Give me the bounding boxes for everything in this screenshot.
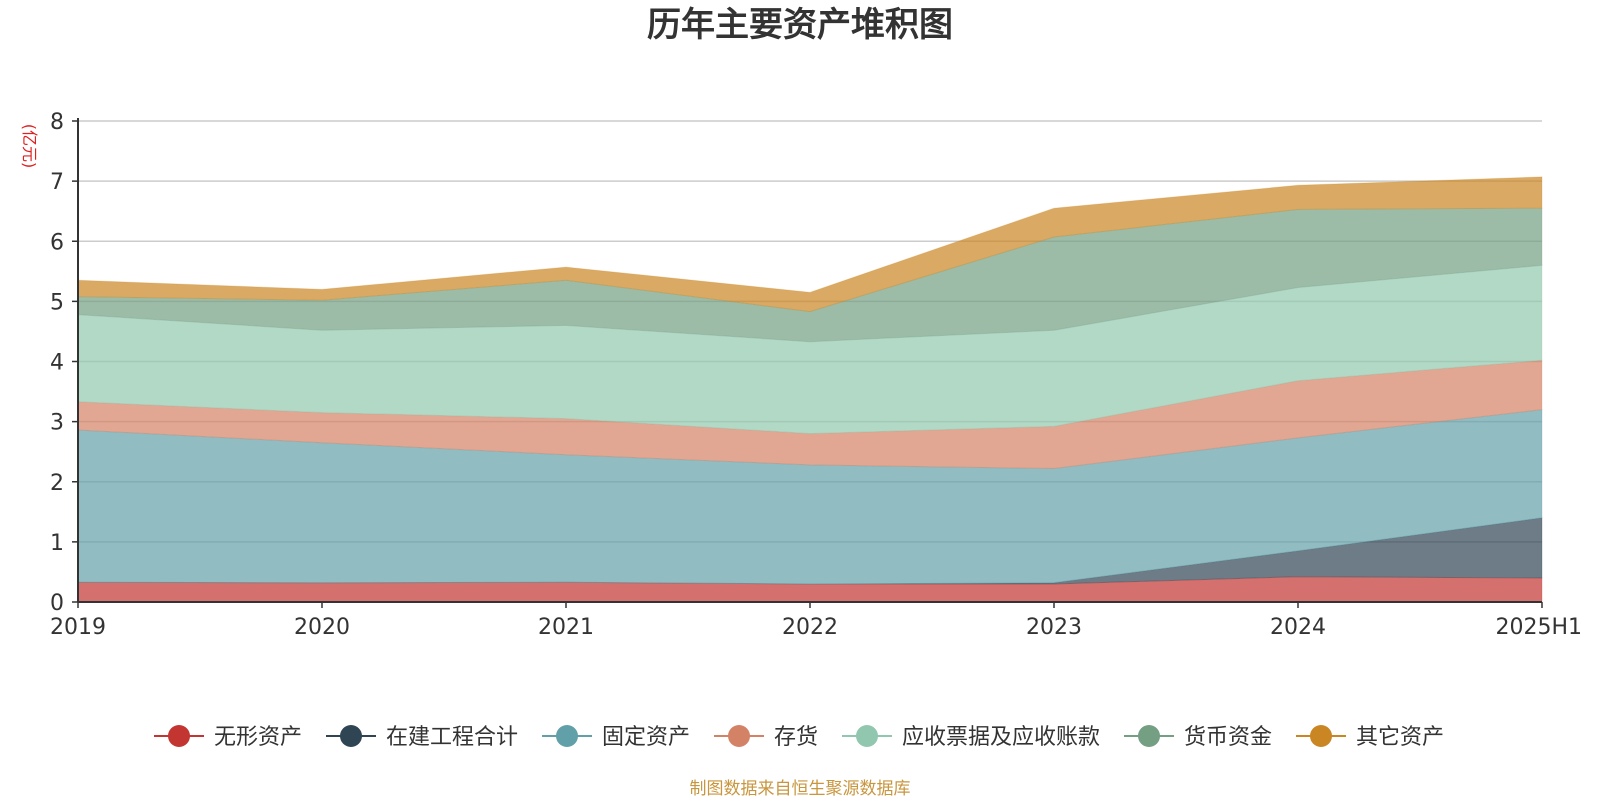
- x-tick-label: 2025H1: [1495, 615, 1582, 640]
- x-tick-label: 2023: [1026, 615, 1082, 640]
- legend-label: 无形资产: [214, 725, 302, 750]
- y-tick-label: 1: [50, 531, 64, 556]
- area-series-5: [77, 207, 1543, 343]
- x-tick-label: 2019: [50, 615, 106, 640]
- y-tick-label: 0: [50, 591, 64, 616]
- legend-item-3[interactable]: 存货: [714, 725, 818, 750]
- legend-marker: [340, 725, 362, 747]
- y-tick-label: 6: [50, 230, 64, 255]
- legend-item-2[interactable]: 固定资产: [542, 725, 690, 750]
- axes: 0 1 2 3 4 5 6 7 8 2019 2020 2021 2022 2023 2024 2025H1: [50, 110, 1582, 640]
- y-tick-label: 5: [50, 290, 64, 315]
- y-tick-label: 4: [50, 351, 64, 376]
- legend-label: 应收票据及应收账款: [902, 725, 1100, 750]
- source-note: 制图数据来自恒生聚源数据库: [690, 779, 911, 799]
- legend-item-1[interactable]: 在建工程合计: [326, 725, 518, 750]
- y-tick-label: 2: [50, 471, 64, 496]
- area-series-4: [77, 264, 1543, 435]
- legend-label: 固定资产: [602, 725, 690, 750]
- legend-label: 其它资产: [1356, 725, 1444, 750]
- y-tick-label: 7: [50, 170, 64, 195]
- area-series-6: [77, 176, 1543, 313]
- legend-item-6[interactable]: 其它资产: [1296, 725, 1444, 750]
- chart-title: 历年主要资产堆积图: [647, 5, 953, 45]
- legend-item-4[interactable]: 应收票据及应收账款: [842, 725, 1100, 750]
- y-axis-unit-label: (亿元): [20, 124, 39, 169]
- legend-marker: [1138, 725, 1160, 747]
- legend-marker: [556, 725, 578, 747]
- legend-item-5[interactable]: 货币资金: [1124, 725, 1272, 750]
- legend[interactable]: 无形资产 在建工程合计 固定资产 存货 应收票据及应收账款 货币资金 其它资产: [154, 725, 1444, 750]
- y-tick-label: 8: [50, 110, 64, 135]
- legend-label: 存货: [774, 725, 818, 750]
- x-tick-label: 2024: [1270, 615, 1326, 640]
- legend-marker: [856, 725, 878, 747]
- x-tick-label: 2020: [294, 615, 350, 640]
- area-series-3: [77, 359, 1543, 470]
- legend-marker: [168, 725, 190, 747]
- legend-label: 货币资金: [1184, 725, 1272, 750]
- legend-label: 在建工程合计: [386, 725, 518, 750]
- legend-marker: [1310, 725, 1332, 747]
- x-tick-label: 2022: [782, 615, 838, 640]
- legend-marker: [728, 725, 750, 747]
- legend-item-0[interactable]: 无形资产: [154, 725, 302, 750]
- x-tick-label: 2021: [538, 615, 594, 640]
- area-series-2: [77, 409, 1543, 585]
- y-tick-label: 3: [50, 411, 64, 436]
- area-series: [77, 176, 1543, 603]
